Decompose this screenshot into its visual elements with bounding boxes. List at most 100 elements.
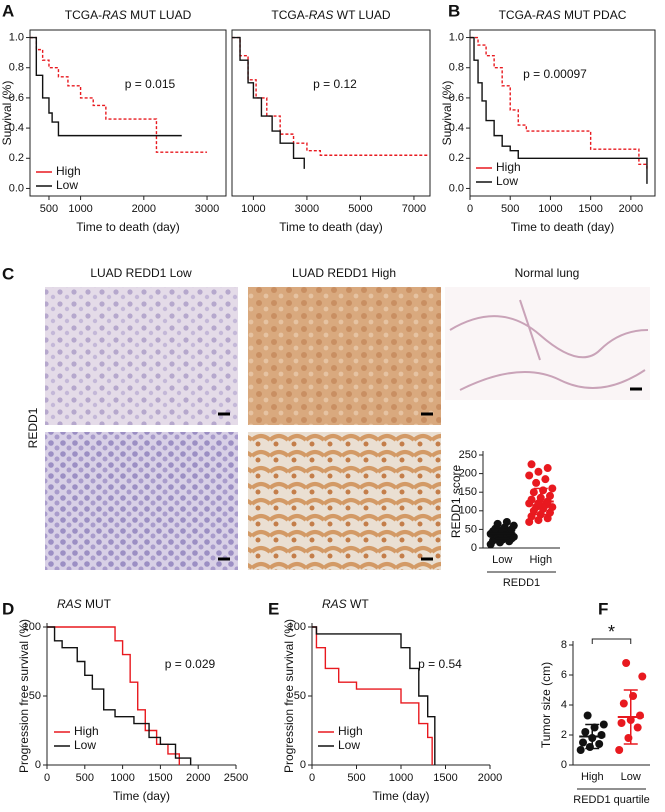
survival-curve [47,626,192,765]
y-axis-label: Tumor size (cm) [539,662,553,748]
y-axis-label: REDD1 score [449,465,463,539]
y-tick-label: 0.2 [9,152,24,164]
annotation: p = 0.12 [313,77,357,91]
y-tick-label: 0.8 [449,62,464,74]
data-point [509,521,518,530]
y-tick-label: 0.4 [9,122,24,134]
x-tick-label: 1000 [241,203,265,215]
data-point [534,467,543,476]
x-tick-label: 2000 [132,203,156,215]
data-point [527,460,536,469]
histology-image [45,432,238,570]
plot-frame [29,29,227,197]
x-tick-label: 500 [347,772,365,784]
y-tick-label: 0 [300,759,306,771]
legend-label: High [496,160,521,174]
x-tick-label: 2000 [478,772,502,784]
survival-curve [30,36,208,153]
x-tick-label: 1000 [110,772,134,784]
legend-label: Low [496,174,518,188]
x-axis-label: REDD1 quartile [573,794,649,806]
y-tick-label: 100 [23,621,41,633]
chart-title: TCGA-RAS WT LUAD [271,8,390,22]
legend-label: High [74,724,99,738]
data-point [622,659,631,667]
panel-label: A [2,1,14,20]
y-tick-label: 0.0 [449,182,464,194]
data-point [638,672,647,681]
data-point [633,723,642,732]
plot-frame [469,29,656,197]
y-axis-label: Survival (%) [0,81,14,146]
legend-label: Low [56,178,78,192]
x-tick-label: 500 [501,203,519,215]
plot-frame [231,29,431,197]
histology-image [248,287,441,425]
x-tick-label: 1500 [433,772,457,784]
y-axis-label: Progression free survival (%) [282,619,296,773]
histology-image [248,432,441,570]
scale-bars [218,387,642,561]
chart-title: TCGA-RAS MUT PDAC [499,8,627,22]
x-tick-label: 2000 [619,203,643,215]
y-tick-label: 50 [294,690,306,702]
survival-curve [232,36,305,169]
chart-title: RAS WT [322,597,369,611]
y-tick-label: 8 [561,639,567,651]
data-point [595,740,604,748]
y-tick-label: 100 [288,621,306,633]
panel-label: F [598,599,608,618]
x-tick-label: 0 [44,772,50,784]
annotation: p = 0.54 [418,657,462,671]
y-tick-label: 0 [561,759,567,771]
y-tick-label: 0.6 [9,92,24,104]
y-tick-label: 150 [459,486,477,498]
column-label: LUAD REDD1 High [292,266,396,280]
x-tick-label: 500 [40,203,58,215]
legend-label: Low [74,738,96,752]
data-point [615,746,624,754]
annotation: p = 0.00097 [523,67,587,81]
y-tick-label: 0 [35,759,41,771]
histology: C LUAD REDD1 Low LUAD REDD1 High Normal … [2,264,650,570]
data-point [548,484,557,493]
panel-label: C [2,264,14,283]
x-axis-label: Time to death (day) [279,220,383,234]
data-point [579,738,588,747]
x-tick-label: 3000 [295,203,319,215]
x-tick-label: 7000 [402,203,426,215]
y-tick-label: 0.4 [449,122,464,134]
y-tick-label: 2 [561,729,567,741]
data-point [543,464,552,473]
y-tick-label: 1.0 [449,31,464,43]
y-tick-label: 200 [459,468,477,480]
x-axis-label: REDD1 [503,577,540,589]
x-tick-label: 5000 [348,203,372,215]
panel-label: D [2,599,14,618]
legend-label: High [338,724,363,738]
data-point [548,503,557,512]
tissue [449,299,649,391]
data-point [532,478,541,487]
x-tick-label: 1500 [148,772,172,784]
x-axis-label: Time to death (day) [76,220,180,234]
x-tick-label: 500 [76,772,94,784]
x-tick-label: 0 [467,203,473,215]
survival-curve [470,36,648,184]
chart-title: TCGA-RAS MUT LUAD [65,8,192,22]
survival-curve [47,626,180,765]
x-tick-label: 0 [309,772,315,784]
data-point [529,488,538,497]
x-tick-label: 3000 [195,203,219,215]
y-axis-label: Survival (%) [440,81,454,146]
histology-image [45,287,238,425]
survival-curve [232,36,428,156]
panel-label: E [268,599,279,618]
survival-curve [312,626,433,765]
survival-curve [470,36,648,169]
y-tick-label: 250 [459,449,477,461]
y-tick-label: 50 [29,690,41,702]
x-axis-label: Time to death (day) [511,220,615,234]
data-point [581,728,590,736]
